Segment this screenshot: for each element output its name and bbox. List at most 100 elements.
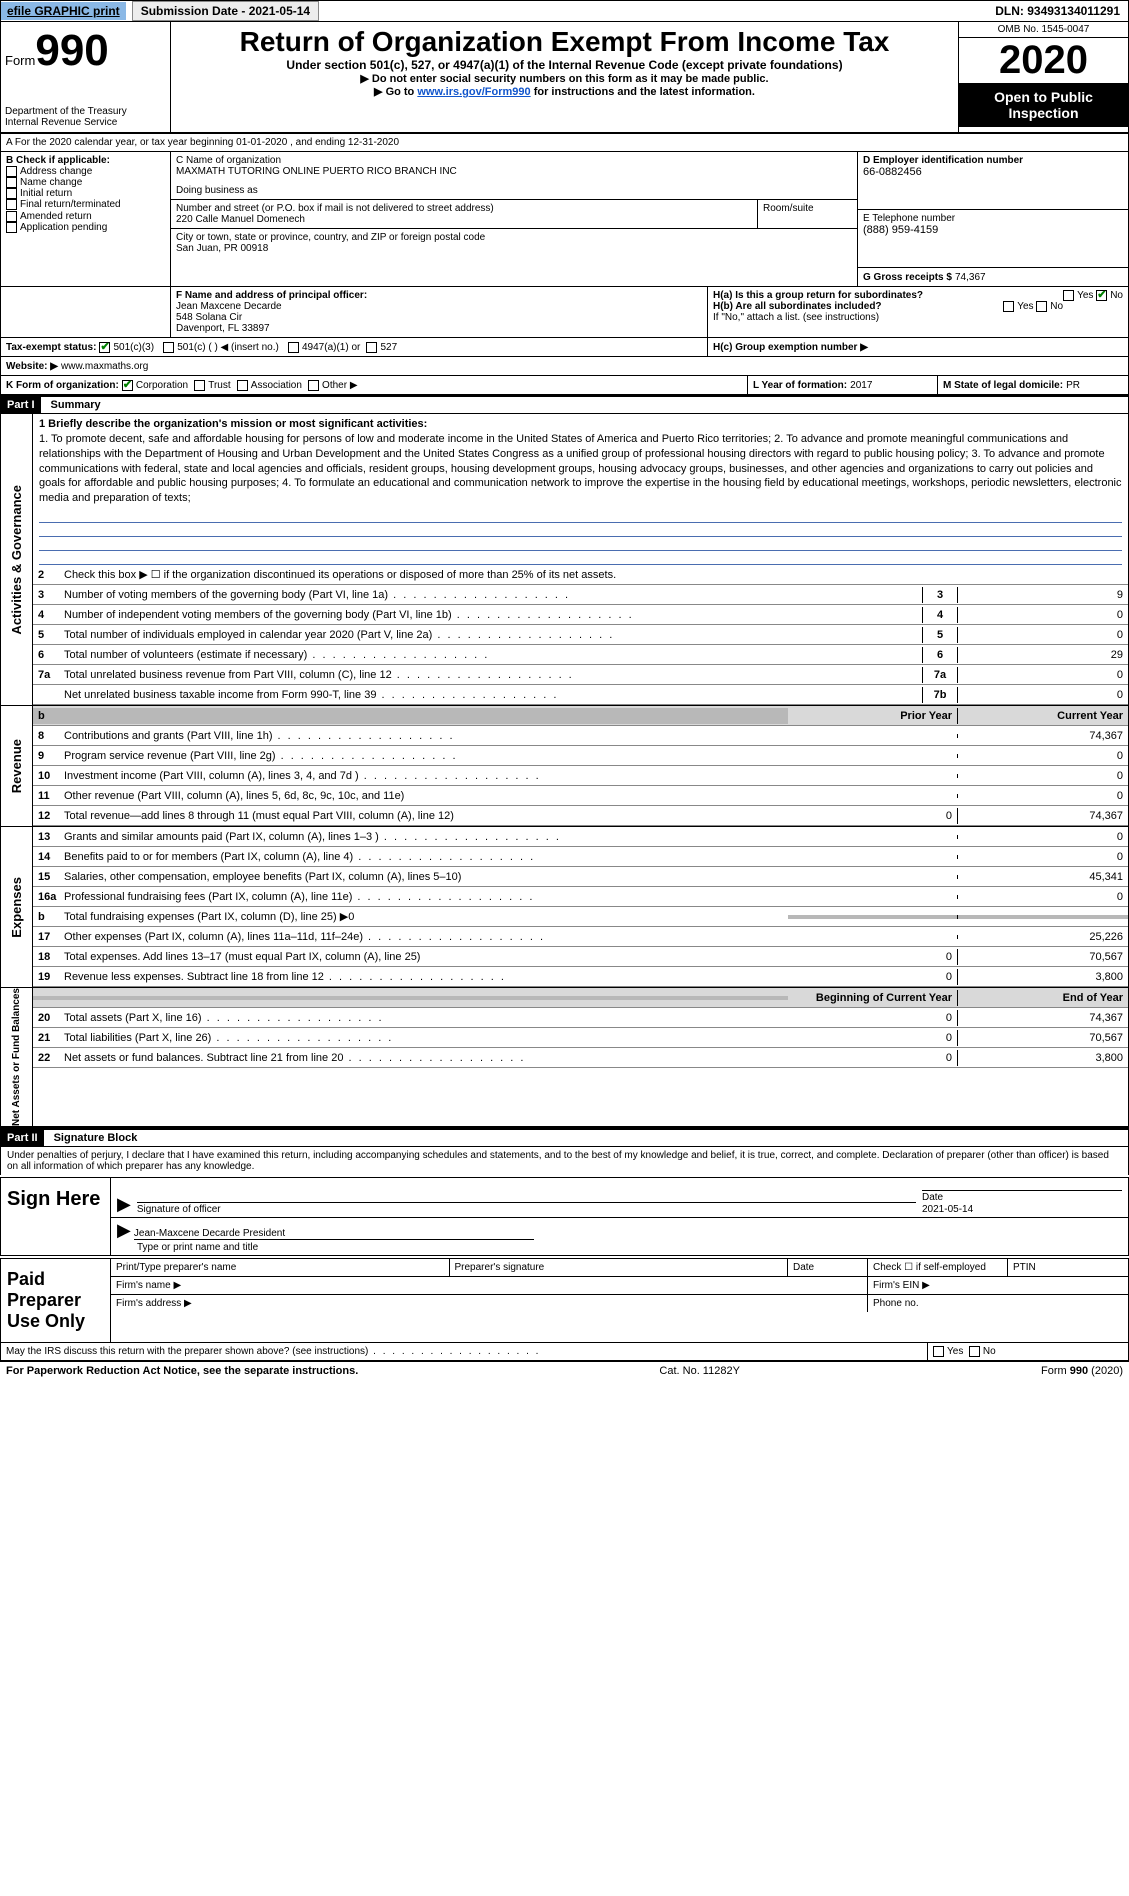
k-other[interactable]: Other ▶ [322, 380, 357, 391]
website-value: www.maxmaths.org [61, 361, 148, 372]
chk-amended[interactable]: Amended return [20, 211, 92, 222]
v9c: 0 [958, 748, 1128, 764]
sig-date-value: 2021-05-14 [922, 1204, 973, 1215]
opt-501c3[interactable]: 501(c)(3) [113, 342, 154, 353]
side-expenses: Expenses [1, 827, 33, 987]
l7b: Net unrelated business taxable income fr… [64, 689, 376, 701]
v10c: 0 [958, 768, 1128, 784]
v16ac: 0 [958, 889, 1128, 905]
v17c: 25,226 [958, 929, 1128, 945]
v8p [788, 734, 958, 738]
l10: Investment income (Part VIII, column (A)… [64, 770, 359, 782]
k-corp[interactable]: Corporation [136, 380, 188, 391]
l5: Total number of individuals employed in … [64, 629, 432, 641]
form-footer: Form 990 (2020) [1041, 1365, 1123, 1377]
opt-4947[interactable]: 4947(a)(1) or [302, 342, 360, 353]
officer-addr1: 548 Solana Cir [176, 312, 702, 323]
discuss-no[interactable]: No [983, 1346, 996, 1357]
l12: Total revenue—add lines 8 through 11 (mu… [64, 810, 454, 822]
l18: Total expenses. Add lines 13–17 (must eq… [64, 951, 420, 963]
opt-501c[interactable]: 501(c) ( ) ◀ (insert no.) [177, 342, 279, 353]
l16a: Professional fundraising fees (Part IX, … [64, 891, 352, 903]
officer-name: Jean Maxcene Decarde [176, 301, 702, 312]
irs-link[interactable]: www.irs.gov/Form990 [417, 86, 530, 98]
mission-label: 1 Briefly describe the organization's mi… [39, 418, 427, 430]
box-e-label: E Telephone number [863, 213, 1123, 224]
hb-no[interactable]: No [1050, 301, 1063, 312]
tax-status-label: Tax-exempt status: [6, 342, 96, 353]
ha-no[interactable]: No [1110, 290, 1123, 301]
v14p [788, 855, 958, 859]
paid-preparer-label: Paid Preparer Use Only [1, 1259, 111, 1342]
chk-name-change[interactable]: Name change [20, 177, 82, 188]
opt-527[interactable]: 527 [380, 342, 397, 353]
ha-label: H(a) Is this a group return for subordin… [713, 290, 923, 301]
ha-yes[interactable]: Yes [1077, 290, 1093, 301]
v5: 0 [958, 627, 1128, 643]
part2-title: Signature Block [44, 1132, 138, 1144]
pra-notice: For Paperwork Reduction Act Notice, see … [6, 1365, 358, 1377]
form-title: Return of Organization Exempt From Incom… [175, 26, 954, 58]
k-trust[interactable]: Trust [208, 380, 230, 391]
firm-addr-label: Firm's address ▶ [111, 1295, 868, 1312]
l6: Total number of volunteers (estimate if … [64, 649, 307, 661]
v22p: 0 [788, 1050, 958, 1066]
dba-label: Doing business as [176, 185, 852, 196]
chk-pending[interactable]: Application pending [20, 222, 107, 233]
l13: Grants and similar amounts paid (Part IX… [64, 831, 379, 843]
hdr-current: Current Year [958, 708, 1128, 724]
mission-text: 1. To promote decent, safe and affordabl… [39, 433, 1122, 504]
hb-label: H(b) Are all subordinates included? [713, 301, 882, 312]
paid-preparer-block: Paid Preparer Use Only Print/Type prepar… [0, 1258, 1129, 1343]
side-activities: Activities & Governance [1, 414, 33, 705]
chk-address[interactable]: Address change [20, 166, 92, 177]
v15c: 45,341 [958, 869, 1128, 885]
v16ap [788, 895, 958, 899]
box-b-label: B Check if applicable: [6, 155, 165, 166]
part2-header: Part II [1, 1130, 44, 1146]
submission-date-button[interactable]: Submission Date - 2021-05-14 [132, 1, 319, 21]
l14: Benefits paid to or for members (Part IX… [64, 851, 353, 863]
l3: Number of voting members of the governin… [64, 589, 388, 601]
v11c: 0 [958, 788, 1128, 804]
chk-initial[interactable]: Initial return [20, 188, 72, 199]
efile-print-button[interactable]: efile GRAPHIC print [1, 2, 126, 20]
box-f-label: F Name and address of principal officer: [176, 290, 702, 301]
city-label: City or town, state or province, country… [176, 232, 852, 243]
chk-final[interactable]: Final return/terminated [20, 200, 121, 211]
k-assoc[interactable]: Association [251, 380, 302, 391]
dln: DLN: 93493134011291 [995, 4, 1128, 18]
gross-receipts: 74,367 [955, 272, 986, 283]
firm-ein-label: Firm's EIN ▶ [868, 1277, 1128, 1294]
hb-yes[interactable]: Yes [1017, 301, 1033, 312]
k-label: K Form of organization: [6, 380, 119, 391]
hdr-prior: Prior Year [788, 708, 958, 724]
part1-header: Part I [1, 397, 41, 413]
period-line: A For the 2020 calendar year, or tax yea… [1, 134, 1128, 151]
room-label: Room/suite [757, 200, 857, 228]
arrow-icon: ▶ [117, 1194, 131, 1215]
typed-label: Type or print name and title [137, 1242, 258, 1253]
l16b: Total fundraising expenses (Part IX, col… [64, 911, 348, 923]
form-number: 990 [35, 26, 108, 75]
l-label: L Year of formation: [753, 380, 847, 391]
ein-value: 66-0882456 [863, 166, 1123, 178]
m-label: M State of legal domicile: [943, 380, 1063, 391]
open-to-public: Open to Public Inspection [959, 83, 1128, 127]
v12p: 0 [788, 808, 958, 824]
p-sig-label: Preparer's signature [450, 1259, 789, 1276]
tax-year: 2020 [959, 38, 1128, 83]
v22c: 3,800 [958, 1050, 1128, 1066]
phone-value: (888) 959-4159 [863, 224, 1123, 236]
discuss-yes[interactable]: Yes [947, 1346, 963, 1357]
v20c: 74,367 [958, 1010, 1128, 1026]
v17p [788, 935, 958, 939]
l20: Total assets (Part X, line 16) [64, 1012, 202, 1024]
ssn-note: ▶ Do not enter social security numbers o… [175, 72, 954, 85]
l11: Other revenue (Part VIII, column (A), li… [64, 790, 404, 802]
v3: 9 [958, 587, 1128, 603]
form-label: Form [5, 53, 35, 68]
firm-name-label: Firm's name ▶ [111, 1277, 868, 1294]
l7a: Total unrelated business revenue from Pa… [64, 669, 392, 681]
l17: Other expenses (Part IX, column (A), lin… [64, 931, 363, 943]
